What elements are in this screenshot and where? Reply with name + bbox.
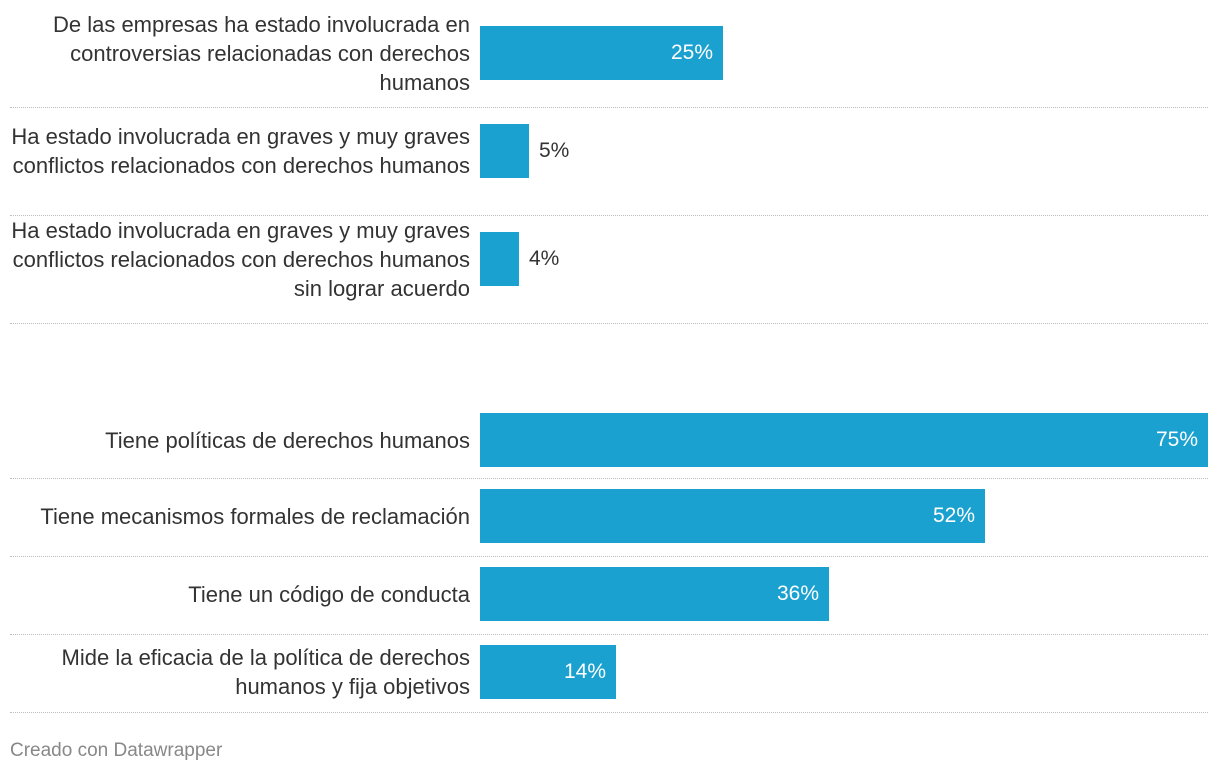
bar <box>480 567 829 621</box>
row-separator <box>10 107 1208 108</box>
row-separator <box>10 215 1208 216</box>
category-label: Ha estado involucrada en graves y muy gr… <box>11 217 470 301</box>
category-label: Tiene políticas de derechos humanos <box>105 427 470 453</box>
row-separator <box>10 478 1208 479</box>
bar <box>480 26 723 80</box>
chart-credit: Creado con Datawrapper <box>10 740 223 761</box>
category-label: Tiene mecanismos formales de reclamación <box>40 503 470 529</box>
data-label: 14% <box>563 660 606 683</box>
bar <box>480 645 616 699</box>
data-label: 52% <box>932 504 975 527</box>
chart-row: Tiene políticas de derechos humanos 75% <box>10 403 1208 479</box>
category-label: De las empresas ha estado involucrada en… <box>52 11 470 95</box>
chart-row: Ha estado involucrada en graves y muy gr… <box>10 108 1208 216</box>
data-label: 25% <box>670 41 713 64</box>
data-label: 5% <box>539 139 570 162</box>
chart-row: Tiene mecanismos formales de reclamación… <box>10 479 1208 557</box>
bar <box>480 124 529 178</box>
bar <box>480 413 1208 467</box>
row-separator <box>10 556 1208 557</box>
row-separator <box>10 634 1208 635</box>
data-label: 4% <box>529 247 560 270</box>
chart-row: Ha estado involucrada en graves y muy gr… <box>10 216 1208 324</box>
category-label: Mide la eficacia de la política de derec… <box>61 645 470 699</box>
row-separator <box>10 323 1208 324</box>
bar <box>480 232 519 286</box>
chart-row: De las empresas ha estado involucrada en… <box>10 10 1208 108</box>
data-label: 75% <box>1155 428 1198 451</box>
category-label: Tiene un código de conducta <box>188 581 470 607</box>
data-label: 36% <box>776 582 819 605</box>
row-separator <box>10 712 1208 713</box>
chart-row: Tiene un código de conducta 36% <box>10 557 1208 635</box>
category-label: Ha estado involucrada en graves y muy gr… <box>11 124 470 178</box>
bar-chart: De las empresas ha estado involucrada en… <box>10 10 1208 713</box>
chart-row: Mide la eficacia de la política de derec… <box>10 635 1208 713</box>
bar <box>480 489 985 543</box>
